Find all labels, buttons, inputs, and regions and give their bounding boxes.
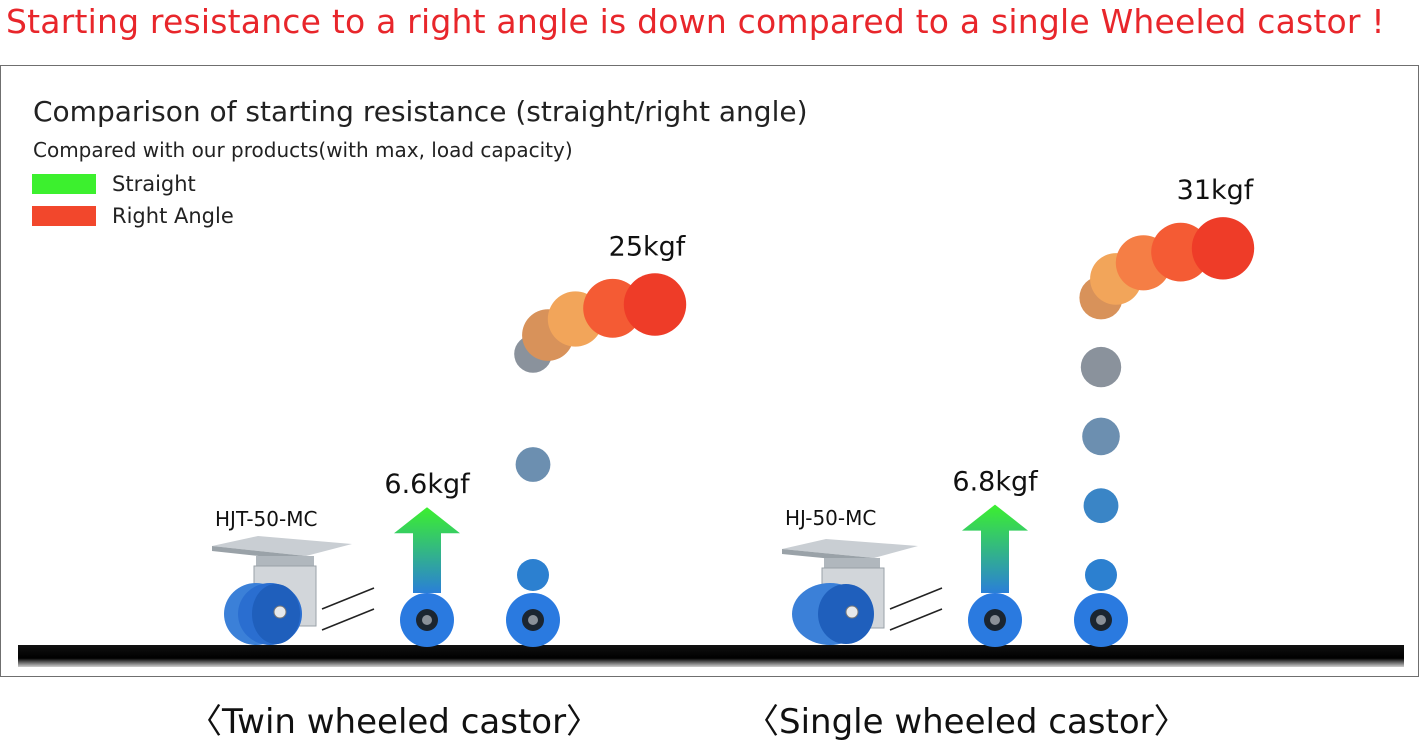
right-angle-mark-1-8 <box>1191 217 1255 280</box>
category-label-twin: 〈Twin wheeled castor〉 <box>188 702 601 742</box>
chart-title: Comparison of starting resistance (strai… <box>33 95 808 128</box>
right-angle-value-label-0: 25kgf <box>609 231 687 262</box>
chart-subtitle: Compared with our products(with max, loa… <box>33 138 573 162</box>
right-angle-mark-1-2 <box>1082 417 1120 456</box>
motion-lines-icon <box>889 587 943 631</box>
category-label-single: 〈Single wheeled castor〉 <box>745 702 1188 742</box>
right-angle-value-label-1: 31kgf <box>1177 175 1255 206</box>
right-angle-mark-1-3 <box>1080 346 1122 388</box>
legend-swatch-straight <box>32 174 96 194</box>
ground-bar <box>18 645 1404 667</box>
model-label-twin: HJT-50-MC <box>215 507 317 531</box>
straight-wheel-0-axle <box>422 615 432 625</box>
right-angle-mark-1-0 <box>1085 559 1117 591</box>
straight-value-label-0: 6.6kgf <box>384 469 471 500</box>
right-angle-mark-0-6 <box>623 273 687 336</box>
model-label-single: HJ-50-MC <box>785 506 876 530</box>
motion-lines-icon <box>321 587 375 631</box>
straight-bar-1 <box>962 504 1028 593</box>
single-castor-icon <box>782 539 918 645</box>
straight-bar-0 <box>394 507 460 593</box>
right-angle-mark-0-0 <box>517 559 549 591</box>
right-angle-wheel-0-axle <box>528 615 538 625</box>
right-angle-mark-1-1 <box>1083 488 1119 524</box>
legend-item-straight: Straight <box>32 172 196 196</box>
chart-panel <box>0 65 1419 677</box>
legend-swatch-right-angle <box>32 206 96 226</box>
legend-label-right-angle: Right Angle <box>112 204 234 228</box>
legend-label-straight: Straight <box>112 172 196 196</box>
straight-wheel-1-axle <box>990 615 1000 625</box>
right-angle-mark-0-1 <box>515 447 551 482</box>
headline: Starting resistance to a right angle is … <box>6 2 1385 41</box>
straight-value-label-1: 6.8kgf <box>952 467 1039 498</box>
legend-item-right-angle: Right Angle <box>32 204 234 228</box>
twin-castor-icon <box>212 536 352 645</box>
right-angle-wheel-1-axle <box>1096 615 1106 625</box>
